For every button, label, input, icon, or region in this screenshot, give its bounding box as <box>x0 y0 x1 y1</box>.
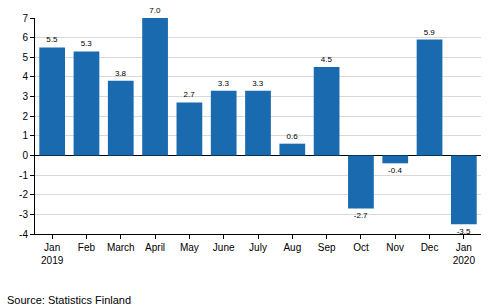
svg-text:0.6: 0.6 <box>286 132 298 141</box>
svg-text:6: 6 <box>22 32 28 43</box>
svg-text:4.5: 4.5 <box>321 55 333 64</box>
svg-text:7.0: 7.0 <box>149 6 161 15</box>
svg-text:7: 7 <box>22 13 28 24</box>
svg-text:Dec: Dec <box>421 242 439 253</box>
svg-text:2.7: 2.7 <box>184 90 196 99</box>
svg-text:5.3: 5.3 <box>81 39 93 48</box>
svg-text:-0.4: -0.4 <box>388 166 402 175</box>
svg-text:Aug: Aug <box>283 242 301 253</box>
svg-text:Source: Statistics Finland: Source: Statistics Finland <box>7 294 131 304</box>
svg-text:May: May <box>180 242 199 253</box>
svg-text:5: 5 <box>22 52 28 63</box>
svg-text:June: June <box>213 242 235 253</box>
svg-text:5.5: 5.5 <box>46 35 58 44</box>
svg-text:5.9: 5.9 <box>424 28 436 37</box>
svg-text:0: 0 <box>22 150 28 161</box>
svg-text:April: April <box>145 242 165 253</box>
svg-text:2: 2 <box>22 111 28 122</box>
svg-text:-4: -4 <box>19 229 28 240</box>
svg-text:-3.5: -3.5 <box>457 227 471 236</box>
svg-text:3.3: 3.3 <box>252 79 264 88</box>
svg-text:-1: -1 <box>19 170 28 181</box>
svg-text:-2: -2 <box>19 189 28 200</box>
svg-text:-3: -3 <box>19 209 28 220</box>
svg-text:March: March <box>107 242 135 253</box>
svg-text:3.3: 3.3 <box>218 79 230 88</box>
svg-text:3.8: 3.8 <box>115 69 127 78</box>
svg-text:Oct: Oct <box>353 242 369 253</box>
svg-text:Jan2020: Jan2020 <box>453 242 476 266</box>
svg-text:Sep: Sep <box>318 242 336 253</box>
svg-text:Jan2019: Jan2019 <box>41 242 64 266</box>
svg-text:-2.7: -2.7 <box>354 211 368 220</box>
svg-text:1: 1 <box>22 130 28 141</box>
svg-text:4: 4 <box>22 71 28 82</box>
svg-text:July: July <box>249 242 267 253</box>
svg-text:3: 3 <box>22 91 28 102</box>
svg-text:Nov: Nov <box>386 242 404 253</box>
svg-text:Feb: Feb <box>78 242 96 253</box>
